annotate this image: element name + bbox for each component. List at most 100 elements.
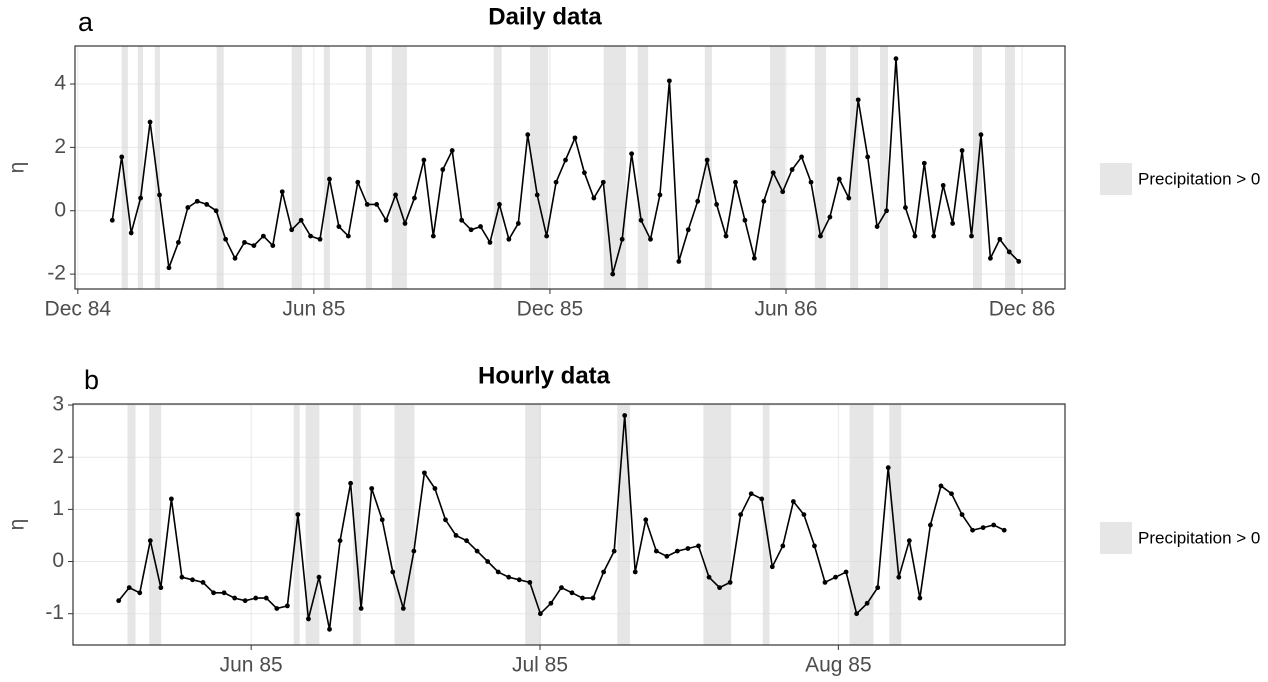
data-point (1001, 527, 1007, 533)
data-point (525, 132, 531, 138)
data-point (327, 176, 332, 182)
data-point (931, 233, 937, 239)
data-point (548, 600, 554, 606)
data-point (200, 580, 206, 585)
data-point (799, 154, 804, 160)
data-point (751, 255, 757, 261)
data-point (223, 236, 229, 242)
data-point (506, 574, 512, 580)
x-tick-label: Jul 85 (512, 654, 568, 677)
data-point (959, 148, 965, 153)
data-point (453, 533, 459, 538)
data-point (251, 243, 257, 248)
data-point (921, 160, 927, 166)
data-point (274, 606, 280, 611)
data-point (487, 240, 493, 245)
data-point (1006, 249, 1012, 255)
data-point (903, 205, 908, 210)
data-point (464, 538, 469, 544)
precipitation-band (849, 404, 874, 645)
data-point (704, 157, 710, 163)
data-point (827, 214, 833, 220)
data-point (833, 574, 838, 580)
data-point (742, 217, 748, 223)
data-point (591, 195, 597, 201)
data-point (204, 202, 210, 207)
data-point (769, 564, 775, 570)
data-point (610, 271, 616, 277)
data-point (242, 240, 247, 245)
data-point (906, 538, 912, 544)
data-point (390, 569, 396, 575)
data-point (761, 198, 767, 204)
data-point (970, 527, 975, 533)
data-point (270, 243, 276, 248)
precipitation-band (391, 46, 407, 289)
data-point (723, 233, 729, 239)
data-point (855, 97, 861, 103)
data-point (430, 233, 436, 239)
precipitation-band (769, 46, 786, 289)
data-point (497, 202, 502, 207)
precipitation-band (154, 46, 160, 289)
precipitation-band (493, 46, 502, 289)
precipitation-band (1005, 46, 1015, 289)
data-point (676, 259, 682, 264)
data-point (327, 626, 332, 632)
precipitation-band (525, 404, 542, 645)
data-point (643, 517, 649, 523)
data-point (474, 548, 480, 554)
precipitation-band (149, 404, 162, 645)
y-tick-label: 0 (54, 198, 66, 221)
data-point (759, 496, 765, 502)
plot-border (74, 45, 1066, 290)
data-point (622, 413, 628, 418)
data-point (527, 580, 533, 585)
data-point (443, 517, 448, 523)
data-point (696, 543, 701, 549)
data-point (345, 233, 351, 239)
data-point (147, 119, 153, 125)
data-point (383, 217, 389, 223)
data-point (412, 195, 417, 201)
y-tick-label: 2 (52, 445, 64, 468)
data-point (789, 167, 795, 172)
data-point (485, 559, 491, 564)
y-axis-label: η (6, 519, 29, 531)
data-point (516, 577, 522, 583)
data-point (306, 616, 311, 622)
x-tick-label: Jun 85 (282, 298, 345, 321)
data-point (940, 183, 946, 188)
data-point (221, 590, 227, 596)
data-point (166, 265, 172, 271)
y-tick-label: 2 (54, 135, 66, 158)
data-point (109, 217, 115, 223)
data-point (875, 585, 881, 591)
x-tick-label: Aug 85 (805, 654, 872, 677)
data-point (544, 233, 550, 239)
precipitation-band (889, 404, 902, 645)
data-point (534, 192, 540, 198)
data-point (874, 224, 880, 229)
x-tick-label: Jun 85 (220, 654, 283, 677)
data-point (808, 179, 814, 185)
data-point (657, 192, 663, 198)
precipitation-band (603, 46, 626, 289)
data-point (279, 189, 285, 195)
data-point (801, 512, 807, 517)
data-point (284, 603, 290, 609)
data-point (846, 195, 852, 201)
y-axis-label: η (6, 162, 29, 174)
precipitation-band (850, 46, 859, 289)
data-point (194, 198, 200, 204)
data-point (168, 496, 174, 502)
data-point (138, 195, 144, 201)
data-point (232, 595, 238, 601)
data-point (675, 548, 680, 554)
x-tick-label: Dec 84 (45, 298, 112, 321)
data-point (316, 574, 322, 580)
x-tick-label: Dec 86 (989, 298, 1056, 321)
data-point (997, 236, 1003, 242)
data-point (232, 255, 238, 261)
data-point (506, 236, 512, 242)
